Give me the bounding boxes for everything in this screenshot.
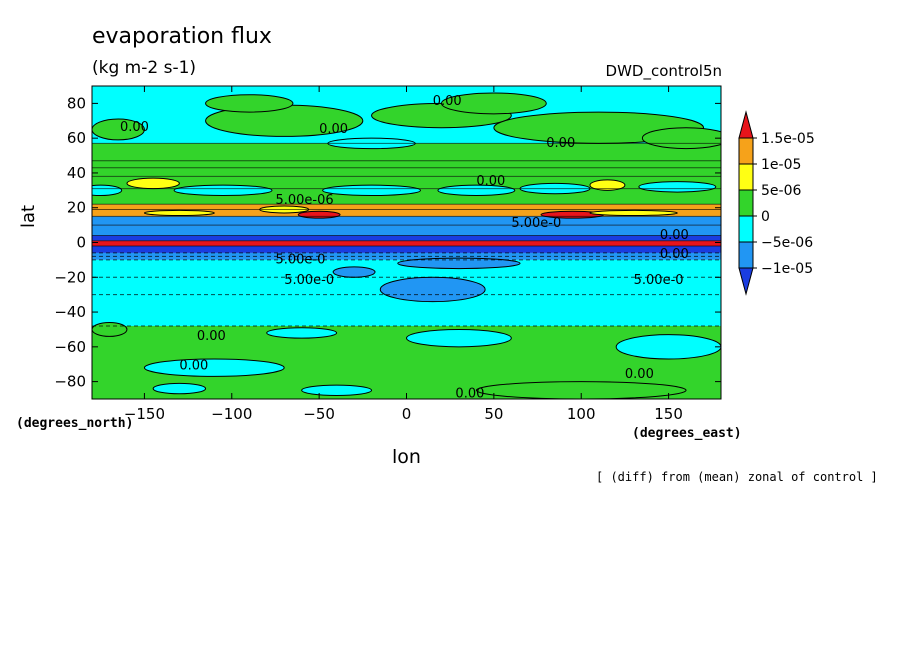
- contour-label: 5.00e-06: [275, 193, 333, 208]
- field-patch: [322, 184, 421, 197]
- field-patch: [143, 358, 285, 377]
- colorbar-label: 5e-06: [761, 183, 801, 199]
- chart-title: evaporation flux: [92, 24, 272, 49]
- y-tick-label: −80: [54, 373, 86, 391]
- field-band: [92, 245, 721, 253]
- x-tick-label: −50: [303, 405, 335, 423]
- contour-label: 0.00: [197, 329, 226, 344]
- field-band: [92, 204, 721, 210]
- contour-label: 0.00: [455, 386, 484, 401]
- x-tick-label: 100: [567, 405, 596, 423]
- y-tick-label: 0: [76, 234, 86, 252]
- x-axis: −150 −100 −50 0 50 100 150: [124, 86, 683, 423]
- field-patch: [143, 209, 215, 217]
- contour-labels: 0.00 0.00 0.00 0.00 0.00 5.00e-06 5.00e-0 0.00 0…: [120, 94, 689, 401]
- field-patch: [406, 328, 512, 348]
- field-patch: [437, 184, 516, 197]
- colorbar-segment: [738, 241, 754, 269]
- contour-label: 0.00: [179, 358, 208, 373]
- field-band: [92, 252, 721, 260]
- field-patch: [638, 181, 717, 193]
- colorbar: 1.5e-05 1e-05 5e-06 0 −5e-06 −1e-05: [738, 110, 815, 296]
- chart-units: (kg m-2 s-1): [92, 58, 197, 78]
- chart-note: [ (diff) from (mean) zonal of control ]: [596, 470, 878, 484]
- colorbar-label: 1.5e-05: [761, 131, 815, 147]
- field-patch: [297, 210, 341, 219]
- field-patch: [92, 118, 145, 141]
- y-tick-label: −40: [54, 303, 86, 321]
- contour-label: 0.00: [476, 174, 505, 189]
- y-axis-units: (degrees_north): [16, 416, 134, 431]
- contour-label: 0.00: [433, 94, 462, 109]
- field-patch: [126, 177, 180, 190]
- field-band: [92, 216, 721, 226]
- x-tick-label: −100: [211, 405, 252, 423]
- colorbar-arrow-top: [738, 110, 754, 139]
- contour-label: 0.00: [660, 228, 689, 243]
- field-patch: [589, 179, 626, 191]
- y-tick-label: 40: [67, 164, 86, 182]
- contour-label: 5.00e-0: [634, 273, 684, 288]
- field-band: [92, 225, 721, 236]
- field-patch: [92, 184, 123, 197]
- x-tick-label: −150: [124, 405, 165, 423]
- y-axis: −80 −60 −40 −20 0 20 40 60 80: [54, 94, 721, 391]
- y-tick-label: 20: [67, 199, 86, 217]
- field-patch: [589, 209, 678, 217]
- field-patch: [301, 384, 373, 397]
- field-patch: [266, 327, 338, 339]
- contour-label: 0.00: [625, 367, 654, 382]
- field-patch: [92, 321, 128, 337]
- contour-label: 5.00e-0: [511, 216, 561, 231]
- contour-label: 0.00: [120, 120, 149, 135]
- colorbar-label: 0: [761, 209, 770, 225]
- run-label: DWD_control5n: [605, 62, 722, 80]
- field-band: [92, 235, 721, 241]
- contour-field: [92, 86, 721, 399]
- x-tick-label: 0: [402, 405, 412, 423]
- field-band: [92, 209, 721, 217]
- x-axis-units: (degrees_east): [632, 426, 742, 441]
- field-patch: [173, 184, 273, 197]
- y-tick-label: −60: [54, 338, 86, 356]
- colorbar-segment: [738, 163, 754, 191]
- x-tick-label: 50: [484, 405, 503, 423]
- y-tick-label: 80: [67, 94, 86, 112]
- y-tick-label: 60: [67, 129, 86, 147]
- colorbar-arrow-bottom: [738, 267, 754, 296]
- field-patch: [379, 276, 486, 303]
- contour-label: 5.00e-0: [284, 273, 334, 288]
- field-patch: [332, 266, 376, 278]
- colorbar-segment: [738, 137, 754, 165]
- x-axis-label: lon: [392, 446, 421, 468]
- colorbar-label: −5e-06: [761, 235, 813, 251]
- field-band: [92, 143, 721, 177]
- colorbar-label: −1e-05: [761, 261, 813, 277]
- x-tick-label: 150: [654, 405, 683, 423]
- contour-label: 0.00: [546, 136, 575, 151]
- field-band: [92, 240, 721, 246]
- contour-label: 0.00: [319, 122, 348, 137]
- contour-label: 5.00e-0: [275, 252, 325, 267]
- field-patch: [152, 382, 207, 395]
- colorbar-segment: [738, 215, 754, 243]
- field-patch: [615, 334, 721, 360]
- y-tick-label: −20: [54, 268, 86, 286]
- field-patch: [397, 257, 521, 270]
- colorbar-label: 1e-05: [761, 157, 801, 173]
- field-patch: [440, 92, 547, 115]
- contour-label: 0.00: [660, 247, 689, 262]
- colorbar-segment: [738, 189, 754, 217]
- field-patch: [205, 94, 294, 113]
